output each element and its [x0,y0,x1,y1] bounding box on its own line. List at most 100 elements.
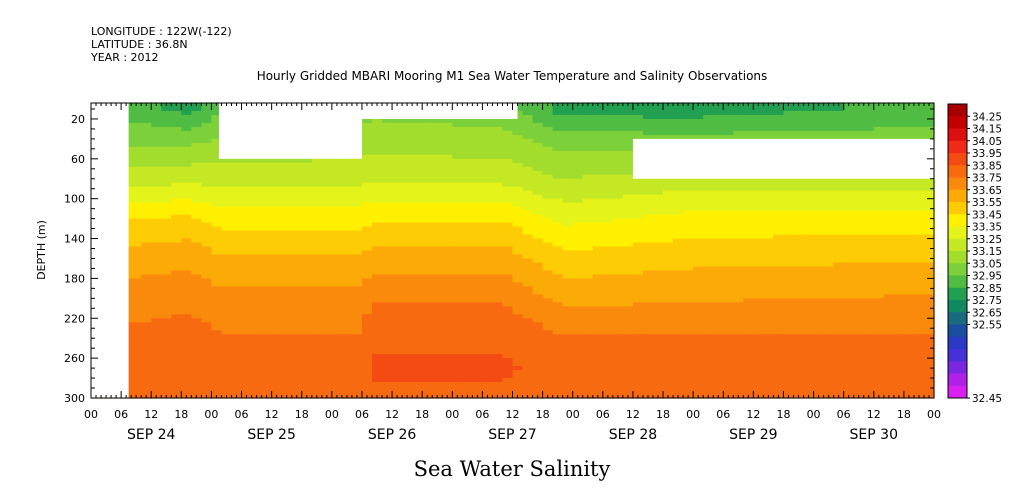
salinity-cell [392,158,403,164]
salinity-cell [422,302,433,307]
salinity-cell [281,182,293,188]
salinity-cell [281,374,293,379]
salinity-cell [321,354,333,359]
salinity-cell [542,342,554,347]
salinity-cell [502,210,514,216]
salinity-cell [141,378,152,383]
salinity-cell [622,358,634,363]
salinity-cell [271,322,283,327]
salinity-cell [171,374,182,379]
salinity-cell [642,346,654,351]
salinity-cell [512,314,524,319]
salinity-cell [733,106,744,112]
salinity-cell [422,262,433,268]
salinity-cell [141,118,152,124]
salinity-cell [552,166,564,172]
salinity-cell [341,326,353,331]
salinity-cell [522,138,534,144]
salinity-cell [612,278,624,283]
salinity-cell [382,290,393,295]
salinity-cell [723,190,734,196]
salinity-cell [311,270,323,276]
salinity-cell [422,126,433,132]
salinity-cell [592,106,604,112]
salinity-cell [131,330,142,335]
salinity-cell [582,278,594,283]
salinity-cell [201,158,213,164]
salinity-cell [763,114,775,120]
salinity-cell [663,382,674,387]
salinity-cell [361,374,373,379]
salinity-cell [522,334,534,339]
salinity-cell [552,294,564,299]
salinity-cell [512,354,524,359]
salinity-cell [181,366,192,371]
salinity-cell [622,326,634,331]
salinity-cell [382,150,393,156]
salinity-cell [281,382,293,387]
salinity-cell [502,258,514,264]
salinity-cell [412,222,423,228]
salinity-cell [412,330,423,335]
salinity-cell [402,302,413,307]
salinity-cell [372,122,383,128]
salinity-cell [191,342,202,347]
salinity-cell [592,318,604,323]
salinity-cell [612,218,624,224]
salinity-cell [673,186,684,192]
salinity-cell [321,242,333,248]
salinity-cell [392,274,403,280]
salinity-cell [231,302,243,307]
salinity-cell [251,262,263,268]
salinity-cell [622,138,634,144]
salinity-cell [552,374,564,379]
salinity-cell [532,130,544,136]
salinity-cell [763,186,775,192]
salinity-cell [673,326,684,331]
salinity-cell [432,342,443,347]
salinity-cell [281,250,293,256]
salinity-cell [472,262,483,268]
salinity-cell [713,262,724,268]
salinity-cell [171,250,182,256]
salinity-cell [713,270,724,276]
salinity-cell [532,122,544,128]
salinity-cell [542,366,554,371]
salinity-cell [231,290,243,295]
salinity-cell [392,126,403,132]
salinity-cell [211,314,223,319]
salinity-cell [693,386,704,391]
salinity-cell [572,354,584,359]
salinity-cell [482,262,494,268]
salinity-cell [632,114,644,120]
salinity-cell [211,274,223,280]
salinity-cell [181,150,192,156]
salinity-cell [472,270,483,276]
salinity-cell [693,130,704,136]
salinity-cell [442,286,453,291]
salinity-cell [733,178,744,184]
salinity-cell [432,138,443,144]
salinity-cell [402,350,413,355]
salinity-cell [271,366,283,371]
salinity-cell [622,290,634,295]
salinity-cell [482,134,494,140]
salinity-cell [663,298,674,303]
salinity-cell [592,158,604,164]
salinity-cell [231,278,243,283]
salinity-cell [733,382,744,387]
salinity-cell [703,250,714,256]
salinity-cell [261,302,273,307]
salinity-cell [131,110,142,116]
salinity-cell [301,302,313,307]
salinity-cell [321,158,333,164]
salinity-cell [372,334,383,339]
salinity-cell [382,246,393,252]
salinity-cell [422,314,433,319]
salinity-cell [753,342,764,347]
salinity-cell [402,158,413,164]
salinity-cell [331,158,343,164]
salinity-cell [723,202,734,208]
salinity-cell [422,378,433,383]
salinity-cell [733,210,744,216]
